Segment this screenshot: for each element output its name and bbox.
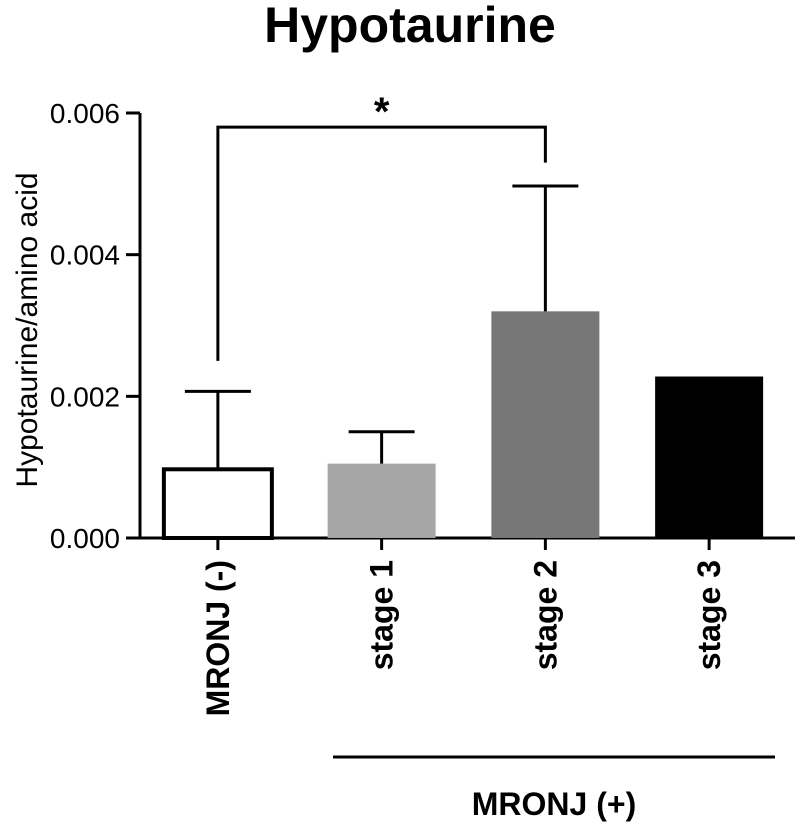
significance-marker: * bbox=[374, 90, 390, 134]
bars bbox=[161, 311, 764, 540]
error-bars bbox=[184, 184, 579, 470]
significance-bracket-line bbox=[216, 125, 547, 361]
significance-bracket: * bbox=[216, 90, 547, 361]
y-axis-label: Hypotaurine/amino acid bbox=[11, 172, 44, 487]
y-tick-label: 0.000 bbox=[50, 523, 120, 554]
bar-stage-1 bbox=[327, 463, 436, 538]
group-label: MRONJ (+) bbox=[472, 786, 636, 822]
bar-stage-3 bbox=[655, 376, 764, 538]
x-axis-categories: MRONJ (-) stage 1 stage 2 stage 3 bbox=[200, 538, 727, 716]
chart-title: Hypotaurine bbox=[264, 0, 556, 53]
y-tick-label: 0.002 bbox=[50, 381, 120, 412]
bar-mronj bbox=[161, 467, 274, 540]
x-category-label: stage 1 bbox=[364, 560, 400, 670]
x-category-label: MRONJ (-) bbox=[200, 560, 236, 716]
bar-stage-2 bbox=[491, 311, 600, 538]
y-tick-label: 0.006 bbox=[50, 98, 120, 129]
x-category-label: stage 3 bbox=[691, 560, 727, 670]
y-tick-label: 0.004 bbox=[50, 240, 120, 271]
x-category-label: stage 2 bbox=[527, 560, 563, 670]
